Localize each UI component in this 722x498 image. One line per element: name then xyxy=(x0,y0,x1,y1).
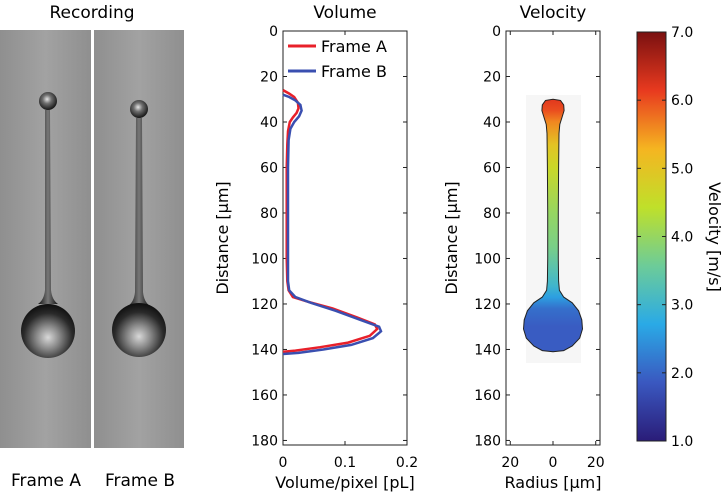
velocity-y-tick-label: 180 xyxy=(474,433,501,449)
colorbar-tick: 6.0 xyxy=(637,93,693,109)
volume-plot-frame xyxy=(282,30,408,446)
volume-y-tick: 160 xyxy=(251,388,407,404)
volume-x-axis-label: Volume/pixel [pL] xyxy=(275,473,414,492)
colorbar-tick-label: 1.0 xyxy=(671,434,693,450)
volume-y-tick-label: 0 xyxy=(269,24,278,40)
colorbar-tick: 5.0 xyxy=(637,161,693,177)
velocity-y-tick: 140 xyxy=(474,342,600,358)
colorbar-tick-label: 5.0 xyxy=(671,161,693,177)
velocity-y-tick-label: 0 xyxy=(492,24,501,40)
recording-title: Recording xyxy=(49,3,134,23)
colorbar-gradient xyxy=(636,31,667,442)
volume-y-axis-label: Distance [μm] xyxy=(213,181,232,294)
volume-legend: Frame A Frame B xyxy=(288,37,387,81)
volume-y-tick: 40 xyxy=(260,115,407,131)
frame-b-label: Frame B xyxy=(105,471,175,491)
volume-y-tick-label: 60 xyxy=(260,160,278,176)
velocity-x-tick-label: 20 xyxy=(587,455,605,471)
volume-y-tick: 180 xyxy=(251,433,407,449)
velocity-y-ticks: 0 20 40 60 80 100 120 140 160 180 xyxy=(474,24,600,449)
volume-x-tick: 0 xyxy=(279,31,288,471)
velocity-y-tick: 100 xyxy=(474,251,600,267)
colorbar-tick: 1.0 xyxy=(637,434,693,450)
legend-label-frame-b: Frame B xyxy=(321,62,387,81)
colorbar-tick: 2.0 xyxy=(637,366,693,382)
colorbar-label: Velocity [m/s] xyxy=(705,182,722,292)
volume-y-tick: 140 xyxy=(251,342,407,358)
volume-series-line-frame-b xyxy=(282,93,383,356)
velocity-y-tick: 20 xyxy=(483,69,600,85)
velocity-y-tick-label: 80 xyxy=(483,206,501,222)
velocity-x-tick-label: 20 xyxy=(501,455,519,471)
velocity-x-ticks: 20 0 20 xyxy=(501,31,605,471)
velocity-x-tick-label: 0 xyxy=(549,455,558,471)
velocity-y-tick: 120 xyxy=(474,297,600,313)
velocity-y-tick: 80 xyxy=(483,206,600,222)
recording-panel: Recording Frame A Frame B xyxy=(0,3,184,491)
volume-x-ticks: 0 0.1 0.2 xyxy=(279,31,418,471)
velocity-y-tick: 60 xyxy=(483,160,600,176)
velocity-y-tick: 0 xyxy=(492,24,600,40)
volume-y-tick: 20 xyxy=(260,69,407,85)
colorbar-tick-label: 3.0 xyxy=(671,298,693,314)
droplet-frame-a xyxy=(21,92,75,358)
velocity-y-tick-label: 20 xyxy=(483,69,501,85)
volume-y-tick-label: 120 xyxy=(251,297,278,313)
colorbar-tick-label: 4.0 xyxy=(671,230,693,246)
velocity-y-tick-label: 120 xyxy=(474,297,501,313)
velocity-colorbar: 1.0 2.0 3.0 4.0 5.0 6.0 7.0 Velocity [m/s] xyxy=(636,25,722,450)
volume-y-tick: 100 xyxy=(251,251,407,267)
volume-y-tick-label: 40 xyxy=(260,115,278,131)
volume-y-tick-label: 20 xyxy=(260,69,278,85)
velocity-y-tick-label: 140 xyxy=(474,342,501,358)
legend-label-frame-a: Frame A xyxy=(321,37,387,56)
frame-a-label: Frame A xyxy=(11,471,81,491)
velocity-y-tick-label: 160 xyxy=(474,388,501,404)
velocity-y-tick: 160 xyxy=(474,388,600,404)
volume-y-tick-label: 80 xyxy=(260,206,278,222)
droplet-frame-b xyxy=(112,100,166,357)
volume-x-tick-label: 0.2 xyxy=(396,455,418,471)
volume-y-ticks: 0 20 40 60 80 100 120 140 160 180 xyxy=(251,24,407,449)
volume-series-line-frame-a xyxy=(282,89,379,353)
volume-y-tick: 80 xyxy=(260,206,407,222)
volume-y-tick: 120 xyxy=(251,297,407,313)
velocity-y-tick: 180 xyxy=(474,433,600,449)
volume-x-tick-label: 0.1 xyxy=(334,455,356,471)
velocity-x-tick: 20 xyxy=(501,31,519,471)
volume-y-tick: 60 xyxy=(260,160,407,176)
velocity-y-tick: 40 xyxy=(483,115,600,131)
colorbar-tick-label: 6.0 xyxy=(671,93,693,109)
colorbar-tick: 4.0 xyxy=(637,230,693,246)
velocity-chart: Velocity 0 20 40 60 80 100 120 140 160 180 20 0 20 … xyxy=(442,3,605,492)
colorbar-tick-label: 2.0 xyxy=(671,366,693,382)
velocity-x-tick: 0 xyxy=(549,31,558,471)
colorbar-tick-label: 7.0 xyxy=(671,25,693,41)
velocity-x-axis-label: Radius [μm] xyxy=(505,473,602,492)
volume-title: Volume xyxy=(313,3,376,23)
velocity-y-tick-label: 100 xyxy=(474,251,501,267)
velocity-y-tick-label: 40 xyxy=(483,115,501,131)
volume-y-tick-label: 160 xyxy=(251,388,278,404)
volume-x-tick: 0.2 xyxy=(396,31,418,471)
volume-lines xyxy=(282,89,383,356)
frame-divider xyxy=(91,30,94,448)
colorbar-ticks: 1.0 2.0 3.0 4.0 5.0 6.0 7.0 xyxy=(637,25,693,450)
velocity-x-tick: 20 xyxy=(587,31,605,471)
volume-y-tick-label: 180 xyxy=(251,433,278,449)
volume-x-tick: 0.1 xyxy=(334,31,356,471)
colorbar-tick: 7.0 xyxy=(637,25,693,41)
volume-x-tick-label: 0 xyxy=(279,455,288,471)
velocity-droplet-map xyxy=(522,98,584,353)
velocity-title: Velocity xyxy=(520,3,587,23)
volume-y-tick-label: 140 xyxy=(251,342,278,358)
volume-y-tick-label: 100 xyxy=(251,251,278,267)
volume-y-tick: 0 xyxy=(269,24,407,40)
velocity-y-axis-label: Distance [μm] xyxy=(442,181,461,294)
velocity-y-tick-label: 60 xyxy=(483,160,501,176)
velocity-droplet-shape xyxy=(522,98,584,353)
colorbar-tick: 3.0 xyxy=(637,298,693,314)
